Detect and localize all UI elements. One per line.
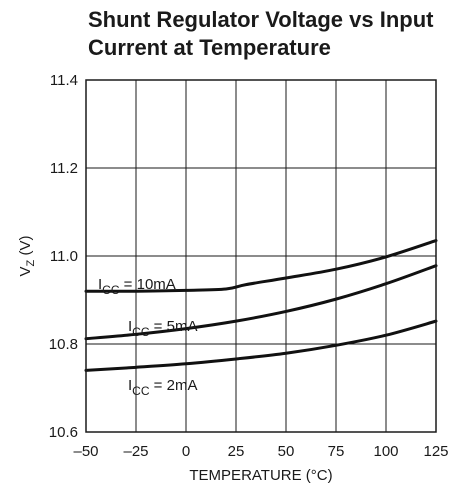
y-tick-label: 11.0 bbox=[50, 248, 78, 265]
x-tick-labels: –50 –25 0 25 50 75 100 125 bbox=[73, 443, 448, 460]
x-tick-label: 25 bbox=[228, 443, 245, 460]
series-label-1: ICC = 10mA bbox=[98, 276, 176, 297]
y-tick-label: 11.4 bbox=[50, 72, 78, 89]
plot-frame bbox=[85, 79, 437, 433]
x-tick-label: 50 bbox=[278, 443, 295, 460]
y-tick-label: 10.6 bbox=[49, 424, 78, 441]
chart-title-line-1: Shunt Regulator Voltage vs Input bbox=[88, 7, 434, 32]
y-tick-label: 11.2 bbox=[50, 160, 78, 177]
series-line-1 bbox=[84, 239, 438, 293]
grid bbox=[86, 80, 436, 432]
x-tick-label: 0 bbox=[182, 443, 190, 460]
x-tick-label: –50 bbox=[73, 443, 98, 460]
x-tick-label: 100 bbox=[373, 443, 398, 460]
x-tick-label: 75 bbox=[328, 443, 345, 460]
y-axis-label: VZ (V) bbox=[17, 236, 37, 277]
chart-title: Shunt Regulator Voltage vs Input Current… bbox=[88, 7, 434, 60]
y-tick-labels: 10.6 10.8 11.0 11.2 11.4 bbox=[49, 72, 78, 441]
x-axis-label: TEMPERATURE (°C) bbox=[189, 467, 332, 484]
series-label-2: ICC = 5mA bbox=[128, 318, 197, 339]
x-tick-label: 125 bbox=[423, 443, 448, 460]
chart-title-line-2: Current at Temperature bbox=[88, 35, 331, 60]
series-label-3: ICC = 2mA bbox=[128, 377, 197, 398]
series-group bbox=[84, 239, 438, 372]
x-tick-label: –25 bbox=[123, 443, 148, 460]
series-labels: ICC = 10mA ICC = 5mA ICC = 2mA bbox=[98, 276, 197, 398]
series-line-3 bbox=[84, 319, 438, 372]
series-line-2 bbox=[84, 264, 438, 341]
y-tick-label: 10.8 bbox=[49, 336, 78, 353]
